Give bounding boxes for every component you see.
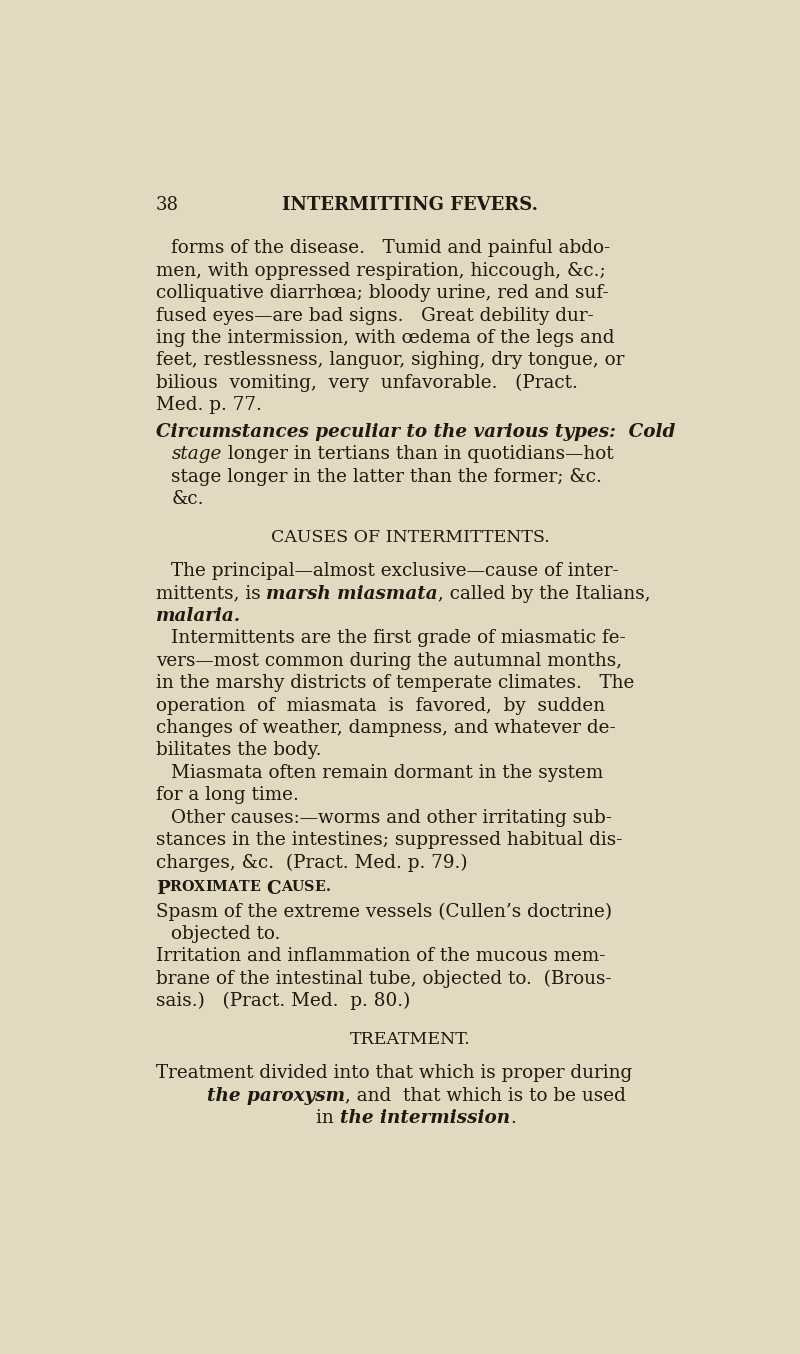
Text: Other causes:—worms and other irritating sub-: Other causes:—worms and other irritating… [171,808,612,827]
Text: colliquative diarrhœa; bloody urine, red and suf-: colliquative diarrhœa; bloody urine, red… [156,284,609,302]
Text: M: M [212,880,227,894]
Text: mittents, is: mittents, is [156,585,266,603]
Text: I: I [205,880,212,894]
Text: in the marshy districts of temperate climates.   The: in the marshy districts of temperate cli… [156,674,634,692]
Text: , called by the Italians,: , called by the Italians, [438,585,650,603]
Text: the paroxysm: the paroxysm [206,1087,345,1105]
Text: A: A [281,880,292,894]
Text: stances in the intestines; suppressed habitual dis-: stances in the intestines; suppressed ha… [156,831,622,849]
Text: forms of the disease.   Tumid and painful abdo-: forms of the disease. Tumid and painful … [171,240,610,257]
Text: E: E [249,880,260,894]
Text: .: . [510,1109,516,1127]
Text: A: A [227,880,238,894]
Text: charges, &c.  (Pract. Med. p. 79.): charges, &c. (Pract. Med. p. 79.) [156,853,467,872]
Text: R: R [170,880,182,894]
Text: Med. p. 77.: Med. p. 77. [156,397,262,414]
Text: O: O [182,880,194,894]
Text: X: X [194,880,205,894]
Text: T: T [238,880,249,894]
Text: stage: stage [171,445,222,463]
Text: changes of weather, dampness, and whatever de-: changes of weather, dampness, and whatev… [156,719,615,737]
Text: Treatment divided into that which is proper during: Treatment divided into that which is pro… [156,1064,632,1082]
Text: bilious  vomiting,  very  unfavorable.   (Pract.: bilious vomiting, very unfavorable. (Pra… [156,374,578,393]
Text: CAUSES OF INTERMITTENTS.: CAUSES OF INTERMITTENTS. [270,529,550,546]
Text: the intermission: the intermission [340,1109,510,1127]
Text: Intermittents are the first grade of miasmatic fe-: Intermittents are the first grade of mia… [171,630,626,647]
Text: men, with oppressed respiration, hiccough, &c.;: men, with oppressed respiration, hiccoug… [156,261,606,280]
Text: P: P [156,880,170,898]
Text: Irritation and inflammation of the mucous mem-: Irritation and inflammation of the mucou… [156,948,605,965]
Text: .: . [326,880,330,894]
Text: operation  of  miasmata  is  favored,  by  sudden: operation of miasmata is favored, by sud… [156,696,605,715]
Text: The principal—almost exclusive—cause of inter-: The principal—almost exclusive—cause of … [171,562,619,580]
Text: E: E [314,880,326,894]
Text: S: S [305,880,314,894]
Text: 38: 38 [156,196,179,214]
Text: INTERMITTING FEVERS.: INTERMITTING FEVERS. [282,196,538,214]
Text: in: in [316,1109,340,1127]
Text: U: U [292,880,305,894]
Text: , and  that which is to be used: , and that which is to be used [345,1087,626,1105]
Text: malaria.: malaria. [156,607,241,626]
Text: for a long time.: for a long time. [156,787,298,804]
Text: sais.)   (Pract. Med.  p. 80.): sais.) (Pract. Med. p. 80.) [156,992,410,1010]
Text: Circumstances peculiar to the various types:  Cold: Circumstances peculiar to the various ty… [156,422,675,441]
Text: longer in tertians than in quotidians—hot: longer in tertians than in quotidians—ho… [222,445,614,463]
Text: bilitates the body.: bilitates the body. [156,742,322,760]
Text: brane of the intestinal tube, objected to.  (Brous-: brane of the intestinal tube, objected t… [156,969,611,988]
Text: feet, restlessness, languor, sighing, dry tongue, or: feet, restlessness, languor, sighing, dr… [156,351,624,370]
Text: &c.: &c. [171,490,204,508]
Text: Spasm of the extreme vessels (Cullen’s doctrine): Spasm of the extreme vessels (Cullen’s d… [156,903,612,921]
Text: stage longer in the latter than the former; &c.: stage longer in the latter than the form… [171,467,602,486]
Text: objected to.: objected to. [171,925,281,942]
Text: TREATMENT.: TREATMENT. [350,1032,470,1048]
Text: fused eyes—are bad signs.   Great debility dur-: fused eyes—are bad signs. Great debility… [156,306,594,325]
Text: ing the intermission, with œdema of the legs and: ing the intermission, with œdema of the … [156,329,614,347]
Text: marsh miasmata: marsh miasmata [266,585,438,603]
Text: Miasmata often remain dormant in the system: Miasmata often remain dormant in the sys… [171,764,603,781]
Text: vers—most common during the autumnal months,: vers—most common during the autumnal mon… [156,651,622,670]
Text: C: C [266,880,281,898]
